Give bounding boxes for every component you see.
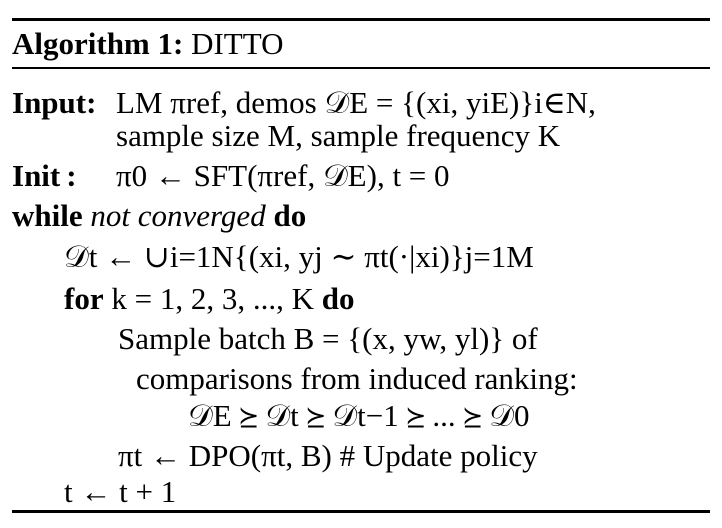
- dt-sampling-text: 𝒟t ← ∪i=1N{(xi, yj ∼ πt(·|xi)}j=1M: [64, 239, 534, 274]
- bottom-rule: [12, 510, 710, 513]
- for-keyword: for: [64, 281, 104, 316]
- for-do-keyword: do: [321, 281, 355, 316]
- t-increment-line: t ← t + 1: [64, 473, 176, 511]
- top-rule: [12, 18, 710, 21]
- while-do-keyword: do: [273, 198, 307, 233]
- input-text-1: LM πref, demos 𝒟E = {(xi, yiE)}i∈N,: [116, 85, 596, 120]
- while-keyword: while: [12, 198, 83, 233]
- for-line: for k = 1, 2, 3, ..., K do: [64, 280, 354, 318]
- while-line: while not converged do: [12, 197, 306, 235]
- input-line-1: Input: LM πref, demos 𝒟E = {(xi, yiE)}i∈N…: [12, 84, 596, 122]
- sample-batch-line: Sample batch B = {(x, yw, yl)} of: [118, 320, 538, 358]
- input-line-2: sample size M, sample frequency K: [116, 117, 560, 155]
- dt-sampling-line: 𝒟t ← ∪i=1N{(xi, yj ∼ πt(·|xi)}j=1M: [64, 238, 534, 276]
- for-range: k = 1, 2, 3, ..., K: [111, 281, 314, 316]
- init-text: π0 ← SFT(πref, 𝒟E), t = 0: [116, 158, 450, 193]
- input-colon: :: [86, 85, 97, 120]
- ranking-text: 𝒟E ⪰ 𝒟t ⪰ 𝒟t−1 ⪰ ... ⪰ 𝒟0: [188, 398, 530, 433]
- algorithm-name: DITTO: [191, 26, 284, 61]
- input-keyword: Input: [12, 85, 87, 120]
- init-keyword: Init: [12, 158, 61, 193]
- title-rule: [12, 67, 710, 69]
- t-increment-text: t ← t + 1: [64, 474, 177, 509]
- comparisons-text: comparisons from induced ranking:: [136, 361, 578, 396]
- dpo-update-text: πt ← DPO(πt, B) # Update policy: [118, 438, 538, 473]
- input-text-2: sample size M, sample frequency K: [116, 118, 561, 153]
- comparisons-line: comparisons from induced ranking:: [136, 360, 578, 398]
- init-colon: :: [66, 158, 77, 193]
- dpo-update-line: πt ← DPO(πt, B) # Update policy: [118, 437, 538, 475]
- algorithm-label: Algorithm 1:: [12, 26, 184, 61]
- algorithm-title: Algorithm 1: DITTO: [12, 25, 284, 63]
- ranking-line: 𝒟E ⪰ 𝒟t ⪰ 𝒟t−1 ⪰ ... ⪰ 𝒟0: [188, 397, 530, 435]
- init-line: Init: π0 ← SFT(πref, 𝒟E), t = 0: [12, 157, 450, 195]
- while-condition: not converged: [90, 198, 266, 233]
- sample-batch-text: Sample batch B = {(x, yw, yl)} of: [118, 321, 538, 356]
